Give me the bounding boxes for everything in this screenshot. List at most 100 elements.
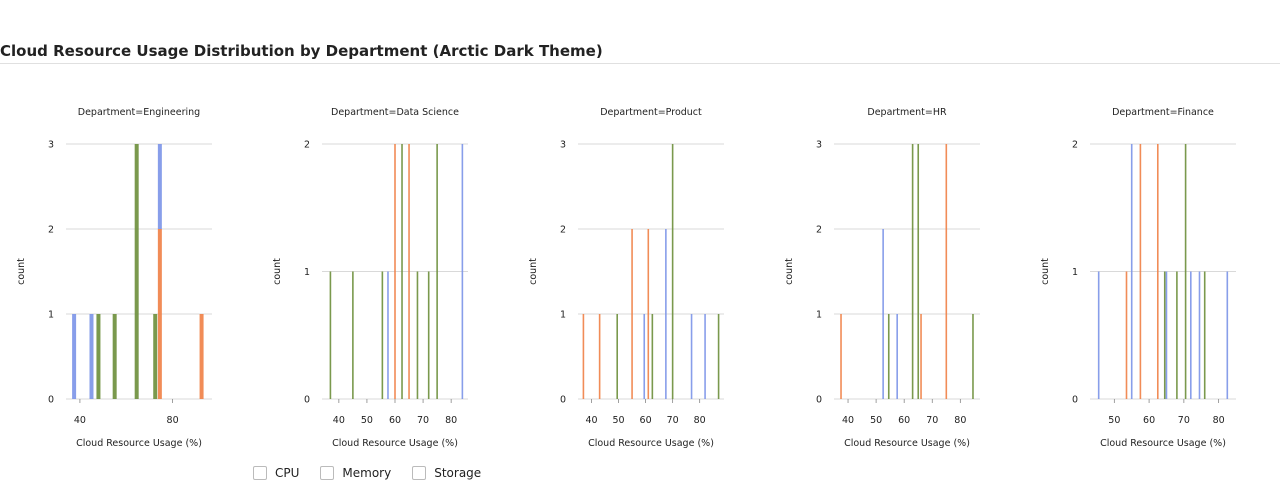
x-tick-label-hr-0: 40 xyxy=(842,415,854,426)
panel-title-engineering: Department=Engineering xyxy=(78,107,200,118)
legend-item-storage[interactable]: Storage xyxy=(412,466,481,480)
y-tick-label-data-science-1: 1 xyxy=(304,267,310,278)
legend-checkbox-memory[interactable] xyxy=(320,466,335,480)
y-axis-label-finance: count xyxy=(1040,258,1051,285)
bar-product-cpu-9 xyxy=(690,314,693,399)
x-tick-label-hr-2: 60 xyxy=(898,415,910,426)
bar-product-memory-3 xyxy=(631,229,633,399)
bar-data-science-storage-1 xyxy=(352,271,354,399)
y-tick-label-data-science-0: 0 xyxy=(304,395,310,406)
panel-title-data-science: Department=Data Science xyxy=(331,107,459,118)
x-tick-label-finance-3: 80 xyxy=(1213,415,1225,426)
bar-finance-cpu-6 xyxy=(1165,271,1168,399)
bar-engineering-storage-2 xyxy=(96,314,101,399)
bar-hr-memory-7 xyxy=(945,144,948,399)
bar-data-science-cpu-3 xyxy=(387,271,389,399)
bar-engineering-storage-5 xyxy=(153,314,158,399)
x-tick-label-product-2: 60 xyxy=(640,415,652,426)
bar-hr-storage-4 xyxy=(911,144,914,399)
legend: CPU Memory Storage xyxy=(253,466,502,480)
x-tick-label-data-science-1: 50 xyxy=(361,415,373,426)
bar-finance-storage-11 xyxy=(1203,271,1206,399)
bar-product-storage-8 xyxy=(671,144,674,399)
bar-finance-cpu-12 xyxy=(1226,271,1229,399)
x-tick-label-hr-3: 70 xyxy=(926,415,938,426)
legend-checkbox-storage[interactable] xyxy=(412,466,427,480)
panel-title-product: Department=Product xyxy=(600,107,702,118)
bar-hr-storage-5 xyxy=(917,144,920,399)
y-axis-label-data-science: count xyxy=(272,258,283,285)
y-tick-label-hr-2: 2 xyxy=(816,225,822,236)
bar-product-memory-5 xyxy=(647,229,650,399)
y-tick-label-product-3: 3 xyxy=(560,140,566,151)
y-tick-label-finance-0: 0 xyxy=(1072,395,1078,406)
y-axis-label-engineering: count xyxy=(16,258,27,285)
x-tick-label-engineering-1: 80 xyxy=(167,415,179,426)
bar-product-cpu-4 xyxy=(643,314,646,399)
bar-product-memory-0 xyxy=(582,314,585,399)
bar-engineering-cpu-0 xyxy=(72,314,77,399)
y-tick-label-product-1: 1 xyxy=(560,310,566,321)
legend-item-memory[interactable]: Memory xyxy=(320,466,391,480)
x-tick-label-data-science-3: 70 xyxy=(417,415,429,426)
y-tick-label-product-2: 2 xyxy=(560,225,566,236)
bar-hr-memory-0 xyxy=(840,314,842,399)
bar-hr-storage-2 xyxy=(887,314,890,399)
x-tick-label-hr-1: 50 xyxy=(870,415,882,426)
y-tick-label-engineering-3: 3 xyxy=(48,140,54,151)
bar-product-cpu-7 xyxy=(665,229,667,399)
legend-item-cpu[interactable]: CPU xyxy=(253,466,299,480)
panel-title-finance: Department=Finance xyxy=(1112,107,1214,118)
bar-hr-cpu-1 xyxy=(882,229,884,399)
bar-engineering-memory-8 xyxy=(199,314,204,399)
x-tick-label-product-1: 50 xyxy=(613,415,625,426)
y-tick-label-hr-1: 1 xyxy=(816,310,822,321)
bar-data-science-storage-2 xyxy=(381,271,384,399)
bar-hr-storage-8 xyxy=(972,314,974,399)
legend-label-memory: Memory xyxy=(342,466,392,480)
bar-hr-cpu-3 xyxy=(896,314,898,399)
x-axis-label-data-science: Cloud Resource Usage (%) xyxy=(332,438,458,449)
title-divider xyxy=(0,63,1280,64)
legend-checkbox-cpu[interactable] xyxy=(253,466,267,480)
y-axis-label-hr: count xyxy=(784,258,795,285)
y-tick-label-data-science-2: 2 xyxy=(304,140,310,151)
bar-product-cpu-10 xyxy=(704,314,706,399)
bar-product-storage-11 xyxy=(717,314,720,399)
y-tick-label-hr-3: 3 xyxy=(816,140,822,151)
bar-finance-cpu-2 xyxy=(1130,144,1133,399)
x-tick-label-product-0: 40 xyxy=(585,415,597,426)
x-tick-label-data-science-0: 40 xyxy=(333,415,345,426)
bar-product-memory-1 xyxy=(598,314,601,399)
bar-data-science-storage-0 xyxy=(329,271,332,399)
y-tick-label-engineering-2: 2 xyxy=(48,225,54,236)
bar-engineering-storage-4 xyxy=(134,144,139,399)
bar-data-science-storage-9 xyxy=(436,144,438,399)
bar-finance-storage-7 xyxy=(1176,271,1178,399)
bar-engineering-memory-7 xyxy=(157,229,162,399)
x-tick-label-finance-2: 70 xyxy=(1178,415,1190,426)
bar-finance-memory-4 xyxy=(1156,144,1159,399)
x-axis-label-product: Cloud Resource Usage (%) xyxy=(588,438,714,449)
x-tick-label-data-science-2: 60 xyxy=(389,415,401,426)
bar-product-storage-2 xyxy=(616,314,618,399)
x-tick-label-finance-1: 60 xyxy=(1143,415,1155,426)
y-tick-label-engineering-0: 0 xyxy=(48,395,54,406)
bar-data-science-storage-8 xyxy=(427,271,430,399)
y-axis-label-product: count xyxy=(528,258,539,285)
bar-finance-cpu-9 xyxy=(1190,271,1192,399)
x-tick-label-engineering-0: 40 xyxy=(74,415,86,426)
bar-data-science-storage-7 xyxy=(416,271,419,399)
bar-finance-cpu-0 xyxy=(1097,271,1100,399)
bar-data-science-cpu-10 xyxy=(461,144,464,399)
bar-data-science-memory-4 xyxy=(394,144,396,399)
x-tick-label-data-science-4: 80 xyxy=(445,415,457,426)
bar-engineering-storage-3 xyxy=(112,314,117,399)
bar-finance-storage-5 xyxy=(1163,271,1166,399)
x-tick-label-product-3: 70 xyxy=(667,415,679,426)
bar-data-science-memory-6 xyxy=(408,144,410,399)
x-tick-label-finance-0: 50 xyxy=(1108,415,1120,426)
bar-engineering-cpu-6 xyxy=(157,144,162,229)
bar-finance-memory-3 xyxy=(1139,144,1142,399)
